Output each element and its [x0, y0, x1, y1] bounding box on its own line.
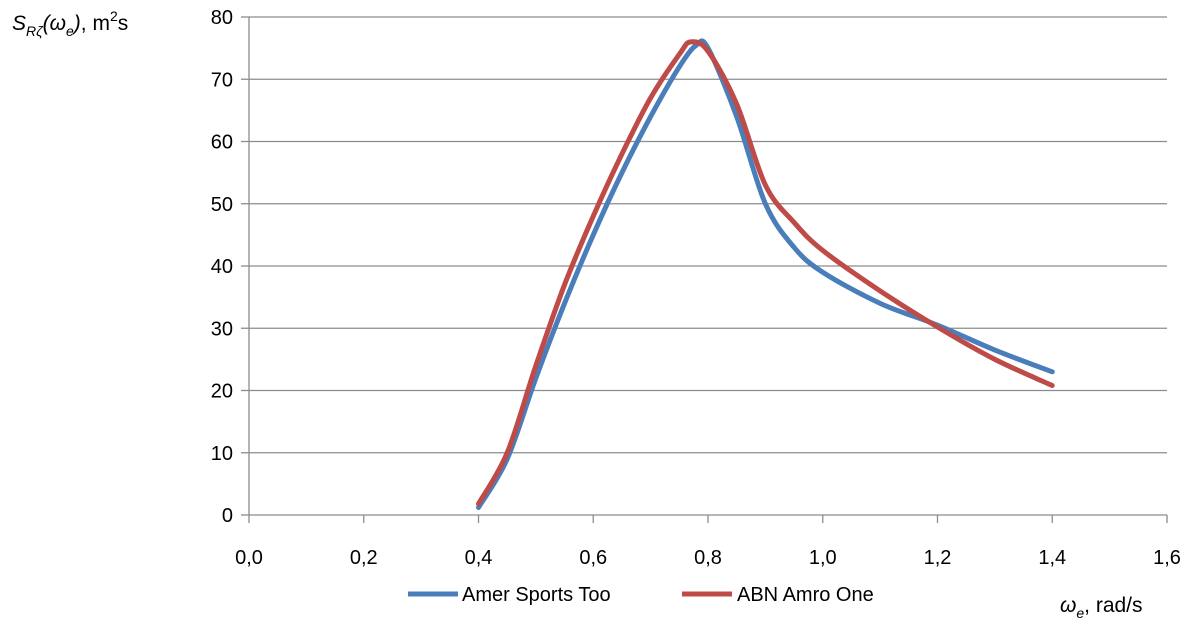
axes [241, 16, 1168, 523]
x-tick-label: 0,4 [465, 547, 493, 569]
x-tick-label: 1,2 [924, 547, 952, 569]
x-tick-label: 0,0 [235, 547, 263, 569]
series-lines [476, 38, 1055, 511]
y-tick-label: 10 [211, 443, 233, 465]
y-tick-label: 0 [222, 505, 233, 527]
series-line-abn-amro-one [476, 39, 1055, 507]
y-tick-label: 70 [211, 69, 233, 91]
x-tick-label: 0,8 [694, 547, 722, 569]
y-tick-label: 60 [211, 132, 233, 154]
x-tick-label: 1,4 [1038, 547, 1066, 569]
y-tick-label: 30 [211, 318, 233, 340]
x-tick-label: 0,2 [350, 547, 378, 569]
legend: Amer Sports Too ABN Amro One [408, 584, 874, 606]
x-tick-label: 1,0 [809, 547, 837, 569]
y-tick-label: 40 [211, 256, 233, 278]
y-tick-label: 20 [211, 381, 233, 403]
y-tick-label: 80 [211, 7, 233, 29]
y-tick-label: 50 [211, 194, 233, 216]
x-axis-title: ωe, rad/s [1060, 594, 1143, 621]
x-tick-label: 1,6 [1153, 547, 1181, 569]
legend-label-amer-sports-too: Amer Sports Too [462, 584, 611, 606]
legend-label-abn-amro-one: ABN Amro One [737, 584, 874, 606]
tick-labels: 0 10 20 30 40 50 60 70 80 0,0 0,2 0,4 0,6 0,8 1,0 1,2 1,… [211, 7, 1181, 569]
series-line-amer-sports-too [476, 38, 1055, 511]
x-tick-label: 0,6 [579, 547, 607, 569]
gridlines [249, 16, 1167, 454]
y-axis-title: SRζ(ωe), m2s [12, 8, 128, 39]
